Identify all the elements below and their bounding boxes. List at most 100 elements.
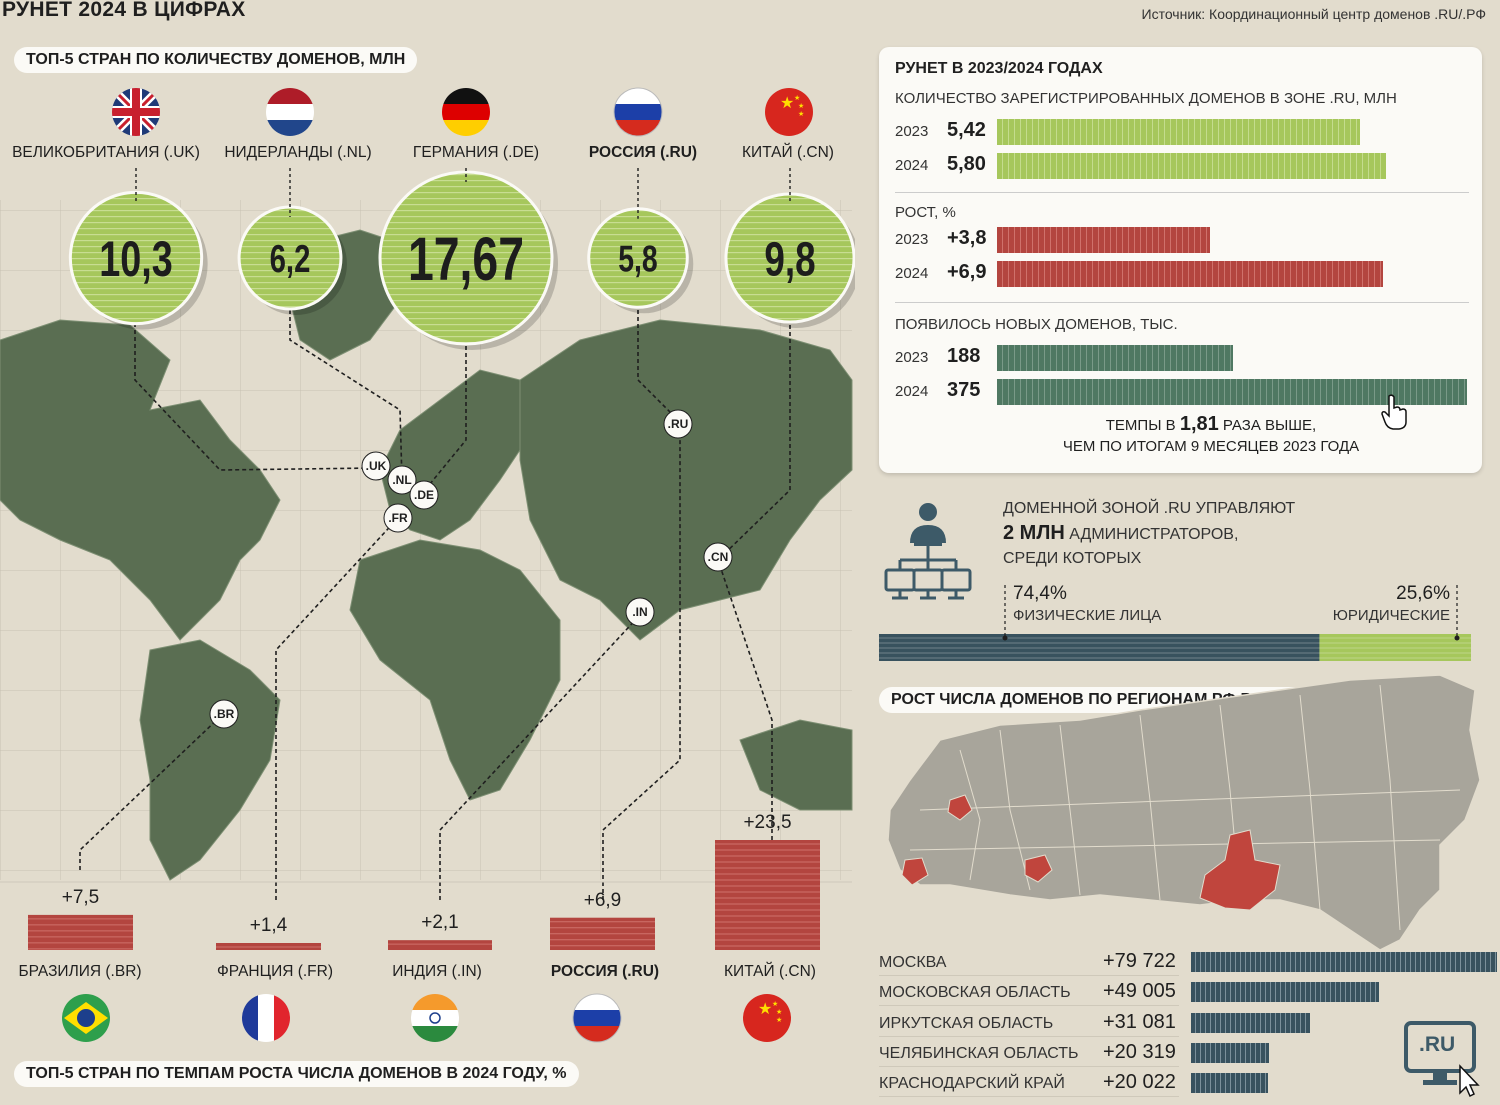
- svg-text:★: ★: [794, 94, 800, 102]
- legal-share-bar: [1319, 634, 1471, 661]
- region-value: +31 081: [1103, 1010, 1176, 1033]
- chelyabinsk-region: [1024, 854, 1053, 883]
- map-marker: .BR: [209, 699, 239, 729]
- svg-text:★: ★: [758, 1001, 772, 1018]
- map-marker: .DE: [409, 480, 439, 510]
- top-country-label: ВЕЛИКОБРИТАНИЯ (.UK): [12, 144, 200, 161]
- fr-flag-icon: [242, 994, 290, 1042]
- ru-badge-label: .RU: [1419, 1033, 1456, 1056]
- runet-bar: [997, 119, 1361, 145]
- runet-value: +6,9: [947, 261, 987, 283]
- runet-year: 2023: [895, 123, 929, 140]
- svg-text:.UK: .UK: [366, 459, 387, 473]
- ru-flag-icon: [613, 87, 663, 137]
- runet-bar: [997, 227, 1210, 253]
- runet-year: 2024: [895, 157, 929, 174]
- growth-bar: [28, 914, 133, 950]
- individuals-share-bar: [879, 634, 1320, 661]
- region-value: +20 022: [1103, 1071, 1176, 1094]
- svg-text:.NL: .NL: [392, 473, 411, 487]
- br-flag-icon: [62, 994, 110, 1042]
- svg-text:★: ★: [798, 102, 804, 110]
- runet-bar: [997, 261, 1384, 287]
- bubble-value: 6,2: [270, 238, 311, 281]
- region-name: МОСКОВСКАЯ ОБЛАСТЬ: [879, 984, 1071, 1002]
- map-markers: .UK .NL.DE .FR .RU .CN .IN .BR: [209, 409, 733, 729]
- map-marker: .NL: [387, 465, 417, 495]
- growth-value: +6,9: [583, 889, 622, 911]
- world-map: [0, 200, 853, 900]
- svg-text:★: ★: [772, 1000, 778, 1008]
- legal-label: ЮРИДИЧЕСКИЕ: [1332, 607, 1450, 624]
- runet-year: 2023: [895, 231, 929, 248]
- svg-text:.BR: .BR: [214, 707, 235, 721]
- legal-pct: 25,6%: [1396, 583, 1450, 604]
- growth-title: ТОП-5 СТРАН ПО ТЕМПАМ РОСТА ЧИСЛА ДОМЕНО…: [14, 1061, 579, 1087]
- runet-year: 2024: [895, 265, 929, 282]
- bubble-value: 5,8: [618, 239, 657, 281]
- top-domains-title: ТОП-5 СТРАН ПО КОЛИЧЕСТВУ ДОМЕНОВ, МЛН: [14, 47, 418, 73]
- top-country-label: РОССИЯ (.RU): [588, 144, 698, 161]
- source-note: Источник: Координационный центр доменов …: [1141, 6, 1487, 22]
- region-value: +79 722: [1103, 950, 1176, 972]
- runet-value: 5,80: [947, 153, 986, 175]
- top-country-label: НИДЕРЛАНДЫ (.NL): [224, 144, 372, 161]
- runet-year: 2023: [895, 349, 929, 366]
- growth-bar: [715, 840, 820, 950]
- bubble-value: 9,8: [764, 233, 815, 287]
- runet-value: 188: [947, 345, 981, 367]
- region-value: +20 319: [1103, 1040, 1176, 1063]
- domain-bubble: [587, 207, 689, 309]
- cursor-hand-icon: [1381, 394, 1407, 430]
- runet-subtitle: КОЛИЧЕСТВО ЗАРЕГИСТРИРОВАННЫХ ДОМЕНОВ В …: [895, 90, 1397, 107]
- ru-domain-badge-icon: [1404, 1021, 1480, 1098]
- region-bar: [1191, 1042, 1269, 1063]
- svg-text:.DE: .DE: [414, 488, 434, 502]
- individuals-pct: 74,4%: [1013, 583, 1067, 604]
- krasnodar-region: [901, 857, 929, 886]
- in-flag-icon: [411, 994, 459, 1042]
- region-name: ИРКУТСКАЯ ОБЛАСТЬ: [879, 1014, 1054, 1032]
- runet-bar: [997, 345, 1233, 371]
- region-bar: [1191, 1012, 1311, 1033]
- growth-value: +2,1: [421, 912, 459, 934]
- bottom-country-label: ИНДИЯ (.IN): [392, 963, 482, 980]
- top-country-label: ГЕРМАНИЯ (.DE): [412, 144, 540, 161]
- flags-layer: ★ ★ ★ ★ ★: [62, 87, 813, 1043]
- runet-value: 5,42: [947, 119, 986, 141]
- region-name: КРАСНОДАРСКИЙ КРАЙ: [879, 1075, 1065, 1093]
- irkutsk-region: [1199, 829, 1281, 911]
- cn-flag-icon: ★ ★ ★ ★: [765, 88, 813, 136]
- domain-bubble: [237, 205, 343, 311]
- map-marker: .UK: [361, 451, 391, 481]
- growth-value: +1,4: [249, 915, 288, 936]
- runet-title: РУНЕТ В 2023/2024 ГОДАХ: [895, 60, 1103, 77]
- runet-bar: [997, 153, 1386, 179]
- bubble-value: 17,67: [408, 226, 524, 293]
- domain-bubbles: 10,3 6,2 17,67 5,8 9,8: [68, 168, 855, 350]
- region-value: +49 005: [1103, 980, 1176, 1003]
- runet-value: +3,8: [947, 227, 987, 249]
- growth-chart: [28, 840, 820, 950]
- divider: [895, 192, 1469, 193]
- growth-value: +23,5: [743, 812, 792, 833]
- runet-subtitle: ПОЯВИЛОСЬ НОВЫХ ДОМЕНОВ, ТЫС.: [895, 316, 1178, 333]
- top-country-label: КИТАЙ (.CN): [742, 144, 834, 161]
- map-marker: .RU: [663, 409, 693, 439]
- divider: [895, 302, 1469, 303]
- region-name: ЧЕЛЯБИНСКАЯ ОБЛАСТЬ: [879, 1044, 1079, 1062]
- runet-subtitle: РОСТ, %: [895, 204, 956, 221]
- admins-text: ДОМЕННОЙ ЗОНОЙ .RU УПРАВЛЯЮТ 2 МЛН АДМИН…: [1003, 500, 1296, 567]
- map-marker: .IN: [625, 597, 655, 627]
- network-admin-icon: [884, 503, 972, 600]
- page-title: РУНЕТ 2024 В ЦИФРАХ: [2, 0, 246, 21]
- svg-text:★: ★: [776, 1016, 782, 1024]
- nl-flag-icon: [266, 88, 314, 136]
- growth-value: +7,5: [61, 886, 100, 908]
- svg-text:.CN: .CN: [708, 550, 729, 564]
- runet-year: 2024: [895, 383, 929, 400]
- bottom-country-label: РОССИЯ (.RU): [550, 963, 660, 980]
- map-marker: .FR: [383, 503, 413, 533]
- svg-text:★: ★: [776, 1008, 782, 1016]
- bubble-value: 10,3: [99, 232, 173, 287]
